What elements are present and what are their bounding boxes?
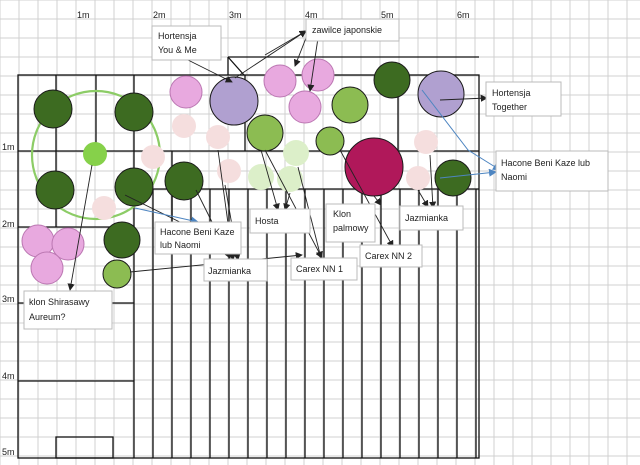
hosta-plant [283,140,309,166]
label-hortensja-you-me: Hortensja You & Me [151,25,222,61]
palm-maple [344,137,404,197]
label-hacone-left: Hacone Beni Kaze lub Naomi [154,221,242,255]
hosta-plant [248,164,274,190]
dark-green-shrub [114,92,154,132]
axis-left-label: 2m [2,219,15,229]
light-pink-shrub [141,145,165,169]
axis-top-label: 1m [77,10,90,20]
axis-left-label: 5m [2,447,15,457]
light-green-shrub [246,114,284,152]
svg-text:klon Shirasawy: klon Shirasawy [29,297,90,307]
label-jazmianka-left: Jazmianka [203,258,268,282]
svg-text:Jazmianka: Jazmianka [405,213,448,223]
bench [55,436,114,459]
shirasawy-maple [102,259,132,289]
light-pink-shrub [206,125,230,149]
label-hortensja-together: Hortensja Together [485,81,562,117]
dark-green-shrub [35,170,75,210]
axis-top-label: 3m [229,10,242,20]
anemone-pink [288,90,322,124]
axis-top-label: 6m [457,10,470,20]
label-jazmianka-right: Jazmianka [399,205,464,231]
svg-text:Carex NN 1: Carex NN 1 [296,264,343,274]
light-green-shrub [315,126,345,156]
label-carex-2: Carex NN 2 [359,244,423,268]
lavender-hydrangea [417,70,465,118]
plant-labels: Hortensja You & Me zawilce japonskie Hor… [23,18,609,330]
light-pink-shrub [217,159,241,183]
lavender-hydrangea [209,76,259,126]
anemone-pink [263,64,297,98]
pink-shrub [30,251,64,285]
label-klon-shirasawy: klon Shirasawy Aureum? [23,290,113,330]
axis-top-label: 4m [305,10,318,20]
dark-green-shrub [434,159,472,197]
svg-text:Together: Together [492,102,527,112]
svg-text:Aureum?: Aureum? [29,312,66,322]
svg-text:palmowy: palmowy [333,223,369,233]
light-pink-shrub [414,130,438,154]
svg-text:Hortensja: Hortensja [158,31,197,41]
svg-text:Hortensja: Hortensja [492,88,531,98]
svg-text:zawilce japonskie: zawilce japonskie [312,25,382,35]
svg-text:Carex NN 2: Carex NN 2 [365,251,412,261]
light-pink-shrub [92,196,116,220]
svg-text:Jazmianka: Jazmianka [208,266,251,276]
axis-left-label: 1m [2,142,15,152]
label-zawilce-japonskie: zawilce japonskie [305,18,400,42]
axis-left-label: 4m [2,371,15,381]
leader-arrows-blue [134,89,501,225]
label-hosta: Hosta [249,208,311,234]
light-green-shrub [331,86,369,124]
svg-text:Naomi: Naomi [501,172,527,182]
svg-text:lub Naomi: lub Naomi [160,240,201,250]
svg-text:You & Me: You & Me [158,45,197,55]
light-pink-shrub [172,114,196,138]
svg-text:Hosta: Hosta [255,216,279,226]
svg-text:Klon: Klon [333,209,351,219]
dark-green-shrub [373,61,411,99]
dark-green-shrub [114,167,154,207]
axis-top-label: 5m [381,10,394,20]
axis-left-label: 3m [2,294,15,304]
dark-green-shrub [33,89,73,129]
light-pink-shrub [406,166,430,190]
dark-green-shrub [103,221,141,259]
label-hacone-right: Hacone Beni Kaze lub Naomi [495,150,609,192]
bright-green-shrub [83,142,107,166]
label-carex-1: Carex NN 1 [290,257,358,281]
axis-top-labels: 1m 2m 3m 4m 5m 6m [77,10,470,20]
axis-top-label: 2m [153,10,166,20]
anemone-pink [301,58,335,92]
pink-shrub [51,227,85,261]
dark-green-shrub [164,161,204,201]
axis-left-labels: 1m 2m 3m 4m 5m [2,142,15,457]
label-klon-palmowy: Klon palmowy [325,203,376,243]
svg-text:Hacone Beni Kaze: Hacone Beni Kaze [160,227,235,237]
svg-text:Hacone Beni Kaze lub: Hacone Beni Kaze lub [501,158,590,168]
pink-hydrangea [169,75,203,109]
